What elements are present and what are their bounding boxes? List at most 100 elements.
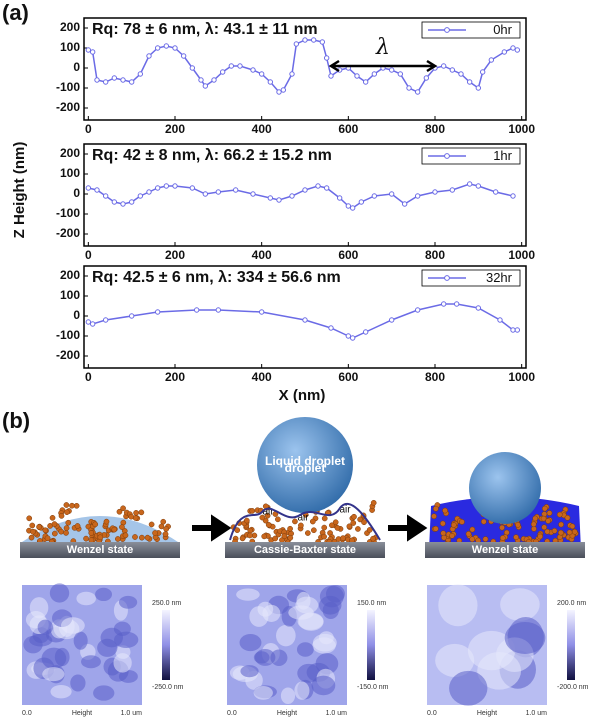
afm-feature xyxy=(500,588,540,621)
data-point xyxy=(303,188,307,192)
particle xyxy=(451,522,456,527)
series-line xyxy=(88,184,513,208)
axis-start: 0.0 xyxy=(22,710,32,717)
x-tick-label: 600 xyxy=(338,370,358,384)
particle xyxy=(442,508,447,513)
data-point xyxy=(511,194,515,198)
particle xyxy=(547,510,552,515)
y-tick-label: 0 xyxy=(73,60,80,74)
particle xyxy=(244,518,249,523)
data-point xyxy=(316,184,320,188)
particle xyxy=(149,522,154,527)
data-point xyxy=(467,182,471,186)
y-tick-label: -200 xyxy=(56,226,80,240)
legend-label: 0hr xyxy=(493,22,512,37)
data-point xyxy=(194,308,198,312)
data-point xyxy=(329,326,333,330)
particle xyxy=(305,530,310,535)
particle xyxy=(112,527,117,532)
data-point xyxy=(95,78,99,82)
colorbar xyxy=(162,610,170,680)
data-point xyxy=(216,308,220,312)
data-point xyxy=(95,188,99,192)
chart-title: Rq: 78 ± 6 nm, λ: 43.1 ± 11 nm xyxy=(92,21,318,38)
particle xyxy=(132,534,137,539)
data-point xyxy=(480,70,484,74)
data-point xyxy=(346,334,350,338)
y-tick-label: 100 xyxy=(60,40,80,54)
particle xyxy=(570,524,575,529)
data-point xyxy=(259,72,263,76)
data-point xyxy=(147,190,151,194)
particle xyxy=(557,512,562,517)
particle xyxy=(513,535,518,540)
particle xyxy=(288,535,293,540)
figure: (a) Z Height (nm) X (nm) (b) Wenzel stat… xyxy=(0,0,600,720)
particle xyxy=(152,530,157,535)
panel-label: (a) xyxy=(2,0,29,25)
particle xyxy=(355,526,360,531)
afm-feature xyxy=(254,651,270,663)
colorbar-min: -250.0 nm xyxy=(152,684,184,691)
data-point xyxy=(251,68,255,72)
particle xyxy=(83,536,88,541)
particle xyxy=(552,528,557,533)
afm-feature xyxy=(50,685,71,698)
x-tick-label: 800 xyxy=(425,370,445,384)
data-point xyxy=(303,38,307,42)
afm-feature xyxy=(438,584,477,626)
afm-feature xyxy=(313,634,337,652)
afm-feature xyxy=(50,583,69,602)
data-point xyxy=(454,302,458,306)
data-point xyxy=(233,188,237,192)
particle xyxy=(499,525,504,530)
data-point xyxy=(493,190,497,194)
particle xyxy=(361,520,366,525)
data-point xyxy=(303,318,307,322)
data-point xyxy=(363,330,367,334)
data-point xyxy=(337,196,341,200)
data-point xyxy=(441,64,445,68)
state-label: Wenzel state xyxy=(67,544,133,556)
data-point xyxy=(155,46,159,50)
data-point xyxy=(290,72,294,76)
x-tick-label: 200 xyxy=(165,248,185,262)
data-point xyxy=(433,190,437,194)
panel-label: (b) xyxy=(2,408,30,433)
particle xyxy=(533,516,538,521)
afm-feature xyxy=(240,665,258,677)
x-tick-label: 800 xyxy=(425,122,445,136)
x-tick-label: 200 xyxy=(165,122,185,136)
data-point xyxy=(121,202,125,206)
afm-feature xyxy=(81,655,101,668)
data-point xyxy=(268,80,272,84)
afm-feature xyxy=(93,685,114,700)
particle xyxy=(572,529,577,534)
afm-feature xyxy=(95,588,112,601)
data-point xyxy=(415,308,419,312)
particle xyxy=(64,502,69,507)
x-tick-label: 0 xyxy=(85,248,92,262)
data-point xyxy=(294,42,298,46)
y-tick-label: 0 xyxy=(73,186,80,200)
particle xyxy=(531,522,536,527)
particle xyxy=(546,518,551,523)
data-point xyxy=(359,200,363,204)
particle xyxy=(449,533,454,538)
x-tick-label: 800 xyxy=(425,248,445,262)
x-tick-label: 1000 xyxy=(508,122,535,136)
data-point xyxy=(372,194,376,198)
state-label: Wenzel state xyxy=(472,544,538,556)
data-point xyxy=(216,190,220,194)
x-tick-label: 1000 xyxy=(508,248,535,262)
particle xyxy=(66,520,71,525)
axis-end: 1.0 um xyxy=(121,710,143,717)
data-point xyxy=(86,48,90,52)
particle xyxy=(50,515,55,520)
particle xyxy=(240,536,245,541)
particle xyxy=(558,530,563,535)
legend-marker xyxy=(445,276,450,281)
data-point xyxy=(415,194,419,198)
chart-title: Rq: 42.5 ± 6 nm, λ: 334 ± 56.6 nm xyxy=(92,269,341,286)
data-point xyxy=(320,40,324,44)
